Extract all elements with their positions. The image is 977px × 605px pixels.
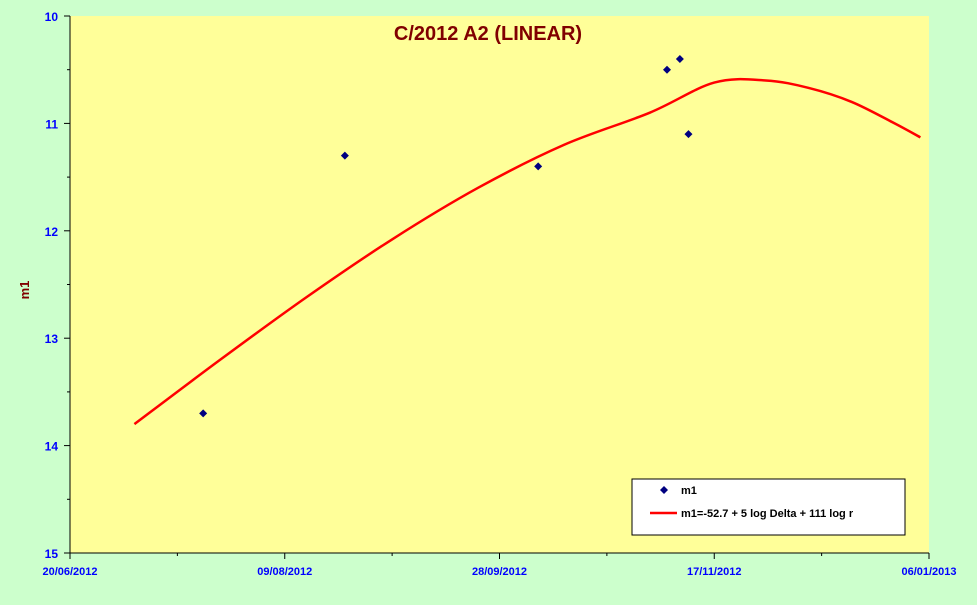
data-point-5 [684,130,693,139]
fit-curve [133,77,922,426]
legend-marker-m1 [660,486,668,494]
data-points-group [199,54,693,418]
x-tick-label-0: 20/06/2012 [42,566,97,578]
x-tick-label-2: 28/09/2012 [472,566,527,578]
x-tick-label-4: 06/01/2013 [901,566,956,578]
axes [69,16,929,554]
x-tick-label-1: 09/08/2012 [257,566,312,578]
legend-label-fit: m1=-52.7 + 5 log Delta + 111 log r [681,508,854,520]
x-tick-label-3: 17/11/2012 [687,566,741,578]
plot-area [70,16,929,553]
data-point-1 [340,151,349,160]
axis-ticks: 10 11 12 13 14 15 20/06/2012 09/08/2012 28/09/20… [42,10,956,578]
legend: m1 m1=-52.7 + 5 log Delta + 111 log r [631,478,906,536]
y-tick-label-1: 11 [45,117,58,131]
data-point-2 [534,162,543,171]
chart-title: C/2012 A2 (LINEAR) [394,23,582,45]
y-tick-label-2: 12 [45,225,59,239]
legend-box [631,478,906,536]
y-tick-label-4: 14 [45,440,59,454]
y-tick-label-0: 10 [45,10,59,24]
data-point-3 [663,65,672,74]
fit-curve-group [133,77,922,426]
y-tick-label-5: 15 [45,547,59,561]
legend-label-m1: m1 [681,485,697,497]
data-point-4 [675,54,684,63]
y-tick-label-3: 13 [45,332,59,346]
data-point-0 [199,409,208,418]
y-axis-label: m1 [17,281,32,300]
